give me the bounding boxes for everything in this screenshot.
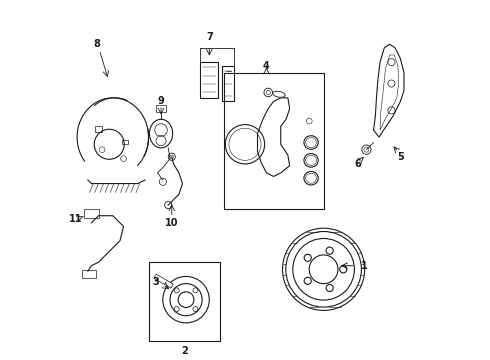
Bar — [156, 105, 167, 112]
Text: 10: 10 — [165, 218, 178, 228]
Text: 7: 7 — [206, 32, 213, 42]
Bar — [154, 274, 173, 288]
Text: 3: 3 — [152, 277, 159, 287]
Bar — [84, 208, 99, 217]
Bar — [223, 73, 323, 208]
Bar — [148, 262, 220, 341]
Text: 1: 1 — [361, 261, 368, 271]
Text: 2: 2 — [181, 346, 188, 356]
Text: 9: 9 — [158, 96, 165, 107]
Ellipse shape — [273, 91, 285, 97]
Text: 4: 4 — [263, 61, 270, 71]
Bar — [82, 270, 96, 278]
Text: 11: 11 — [69, 214, 82, 224]
Bar — [122, 140, 128, 144]
Bar — [95, 126, 102, 132]
Text: 6: 6 — [354, 159, 361, 169]
Text: 5: 5 — [397, 152, 404, 162]
Text: 8: 8 — [93, 39, 100, 49]
